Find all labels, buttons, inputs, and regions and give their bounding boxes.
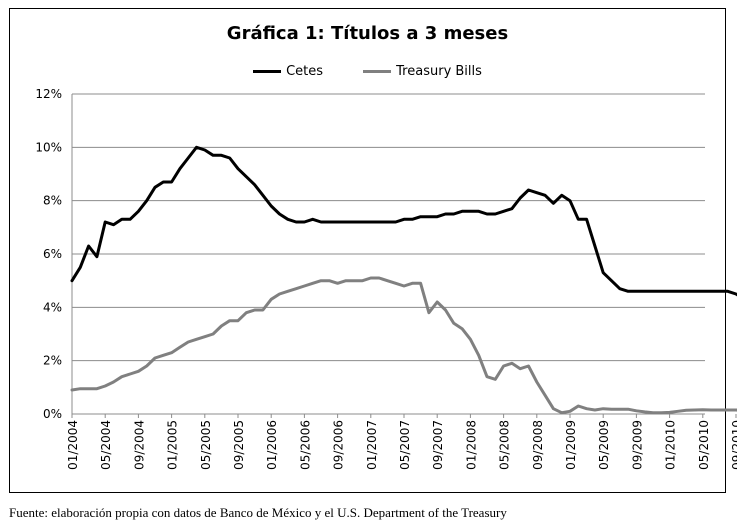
- x-tick-label: 05/2009: [597, 420, 611, 470]
- x-tick-label: 01/2004: [66, 420, 80, 470]
- y-tick-label: 0%: [43, 407, 62, 421]
- x-tick-label: 09/2009: [630, 420, 644, 470]
- x-tick-label: 01/2006: [265, 420, 279, 470]
- x-tick-label: 01/2010: [664, 420, 678, 470]
- legend-swatch-cetes: [253, 70, 282, 73]
- series-line-treasury-bills: [70, 276, 737, 415]
- x-tick-label: 05/2010: [697, 420, 711, 470]
- x-tick-label: 09/2007: [431, 420, 445, 470]
- y-tick-label: 10%: [35, 140, 62, 154]
- x-tick-label: 09/2005: [232, 420, 246, 470]
- legend-item-cetes: Cetes: [253, 64, 323, 79]
- chart-legend: Cetes Treasury Bills: [10, 62, 725, 79]
- source-note: Fuente: elaboración propia con datos de …: [9, 505, 507, 520]
- x-tick-label: 01/2008: [464, 420, 478, 470]
- x-tick-label: 01/2005: [166, 420, 180, 470]
- x-tick-label: 05/2004: [99, 420, 113, 470]
- x-tick-label: 05/2007: [398, 420, 412, 470]
- legend-label-cetes: Cetes: [286, 64, 324, 79]
- x-tick-label: 09/2004: [132, 420, 146, 470]
- chart-frame: Gráfica 1: Títulos a 3 meses Cetes Treas…: [9, 8, 726, 493]
- x-tick-label: 09/2008: [531, 420, 545, 470]
- y-tick-label: 2%: [43, 354, 62, 368]
- y-tick-label: 8%: [43, 194, 62, 208]
- x-tick-label: 01/2009: [564, 420, 578, 470]
- legend-item-treasury-bills: Treasury Bills: [363, 64, 482, 79]
- x-tick-label: 05/2006: [298, 420, 312, 470]
- series-line-cetes: [70, 145, 737, 297]
- line-chart: 0% 2% 4% 6% 8% 10% 12% 01/2004 05/2004 09/2004 01/…: [35, 87, 737, 470]
- chart-title: Gráfica 1: Títulos a 3 meses: [226, 23, 509, 44]
- x-tick-label: 09/2006: [332, 420, 346, 470]
- x-tick-label: 01/2007: [365, 420, 379, 470]
- y-tick-label: 6%: [43, 247, 62, 261]
- y-tick-label: 4%: [43, 300, 62, 314]
- x-tick-label: 05/2008: [498, 420, 512, 470]
- x-tick-label: 09/2010: [730, 420, 737, 470]
- legend-swatch-treasury-bills: [363, 70, 392, 73]
- y-tick-label: 12%: [35, 87, 62, 101]
- x-tick-label: 05/2005: [199, 420, 213, 470]
- legend-label-treasury-bills: Treasury Bills: [396, 64, 482, 79]
